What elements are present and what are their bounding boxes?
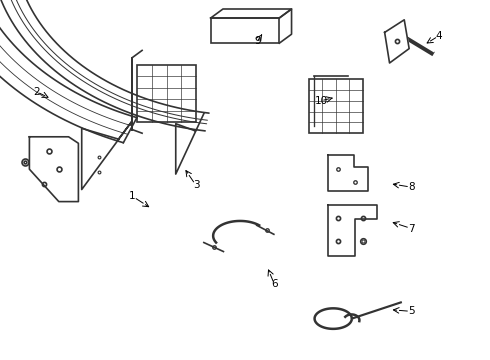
Polygon shape — [385, 20, 409, 63]
Text: 1: 1 — [129, 191, 136, 201]
Text: 5: 5 — [408, 306, 415, 316]
Text: 2: 2 — [33, 87, 40, 97]
Text: 6: 6 — [271, 279, 278, 289]
Text: 3: 3 — [193, 180, 199, 190]
Text: 9: 9 — [254, 36, 261, 46]
Text: 10: 10 — [315, 96, 327, 106]
Text: 8: 8 — [408, 182, 415, 192]
Text: 4: 4 — [435, 31, 442, 41]
Text: 7: 7 — [408, 224, 415, 234]
